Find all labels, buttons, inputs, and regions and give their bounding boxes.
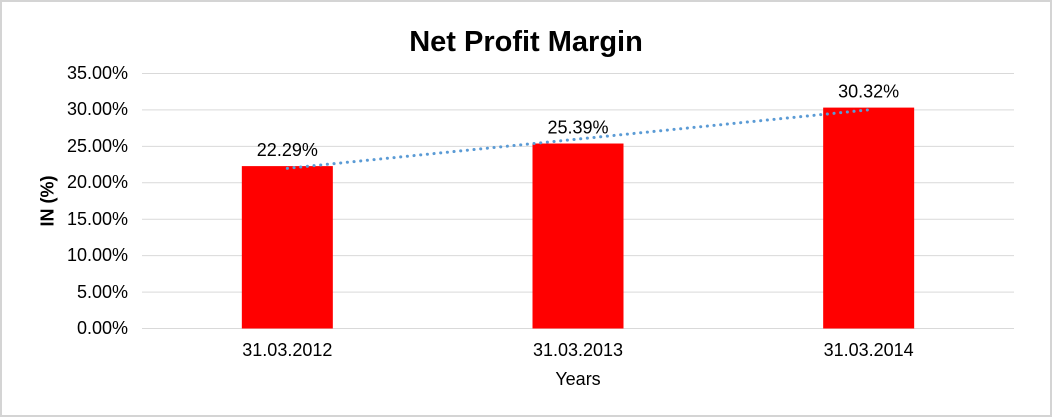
y-tick-label: 5.00% — [76, 281, 128, 302]
bar — [532, 143, 624, 329]
y-tick-label: 20.00% — [66, 172, 128, 193]
x-axis-title: Years — [555, 369, 601, 389]
chart-title: Net Profit Margin — [409, 26, 643, 58]
y-tick-label: 30.00% — [66, 99, 128, 120]
x-tick-label: 31.03.2013 — [532, 340, 624, 360]
bar-value-label: 30.32% — [838, 82, 899, 102]
y-tick-label: 10.00% — [66, 245, 128, 266]
y-tick-label: 15.00% — [66, 208, 128, 229]
x-tick-label: 31.03.2014 — [823, 340, 914, 360]
bar-value-label: 25.39% — [547, 118, 608, 138]
y-tick-label: 0.00% — [76, 318, 128, 338]
bar-value-label: 22.29% — [257, 140, 318, 160]
bar — [823, 107, 915, 329]
x-tick-label: 31.03.2012 — [242, 340, 333, 360]
bar — [241, 166, 333, 329]
plot-area: 22.29% 25.39% 30.32% — [142, 73, 1014, 329]
y-tick-label: 35.00% — [66, 63, 128, 83]
y-tick-label: 25.00% — [66, 135, 128, 156]
